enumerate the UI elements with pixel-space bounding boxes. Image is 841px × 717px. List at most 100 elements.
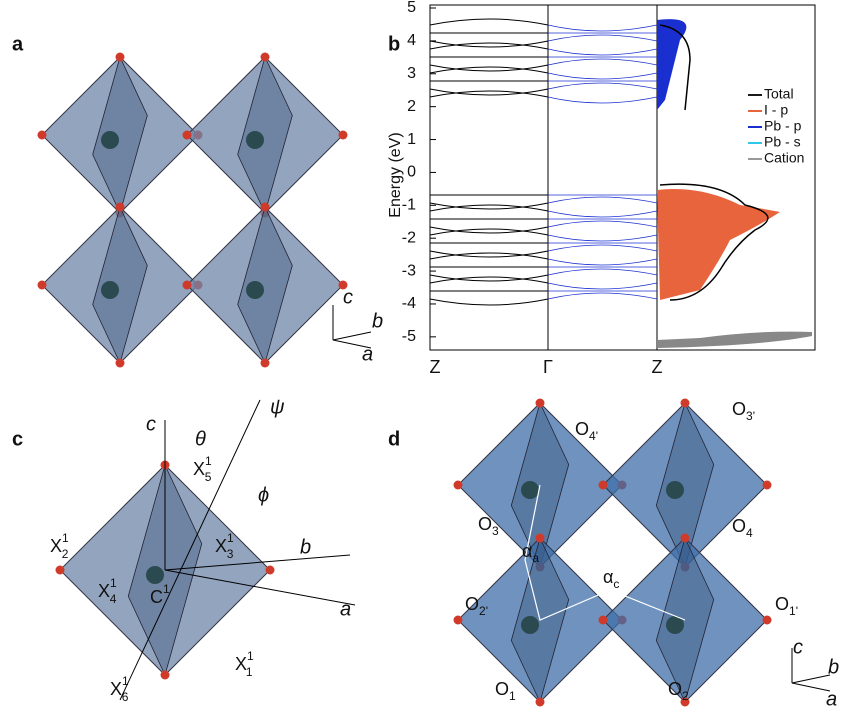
label-base: O [478,514,492,534]
axis-label: a [826,688,837,710]
label-sub: 4 [110,592,117,606]
halide [338,130,348,140]
y-tick-label: -3 [402,262,416,279]
halide [762,480,772,490]
angle-label: ϕ [258,484,269,506]
atom [246,281,264,299]
band [547,72,658,80]
label-sub: 2' [479,604,488,618]
halide [680,533,690,543]
y-tick-label: 5 [407,0,416,16]
label-sub: 1 [246,665,253,679]
atom [146,566,164,584]
atom-label: O2 [668,679,689,703]
legend-label: Cation [764,150,804,166]
y-tick-label: 2 [407,98,416,115]
band [429,276,549,284]
halide [260,52,270,62]
label-sub: 2 [682,689,689,703]
band [547,96,658,104]
halide [37,130,47,140]
axis-label: a [362,343,373,365]
halide [265,565,275,575]
halide [115,52,125,62]
band [429,88,549,96]
halide [260,358,270,368]
label-base: α [522,541,532,561]
x-tick-label: Z [430,357,441,377]
atom-label: O3' [732,399,755,423]
label-sub: c [613,577,619,591]
atom [666,616,684,634]
axis-lines [119,399,356,701]
x-tick-label: Z [652,357,663,377]
atom-label: O3 [478,514,499,538]
label-sub: 6 [122,690,129,704]
halide [160,670,170,680]
legend-label: Total [764,86,794,102]
band [547,48,658,56]
label-base: X [193,459,205,479]
label-base: O [575,419,589,439]
label-sub: a [532,551,539,565]
halide [453,480,463,490]
band [547,220,658,228]
y-tick-label: 0 [407,164,416,181]
band [547,34,658,42]
atom-label: X1 6 [110,674,129,704]
atom-label: O1' [775,594,798,618]
label-sup: 1 [62,531,69,545]
band [547,258,658,266]
atom-label: O2' [465,594,488,618]
dos [657,19,812,348]
band [429,252,549,260]
atom [521,481,539,499]
halide [37,280,47,290]
label-sub: 3 [492,524,499,538]
label-base: O [495,679,509,699]
halide [55,565,65,575]
panel-label: b [388,33,400,55]
label-sup: 1 [247,649,254,663]
axis-arrows [791,648,831,692]
atom-label: X1 4 [98,576,117,606]
angle-label: ψ [270,396,285,418]
label-sub: 5 [205,470,212,484]
halide [680,697,690,707]
alpha-line [524,484,686,621]
band [429,250,549,258]
halide [598,480,608,490]
axis-label: b [300,536,311,558]
axis-label: c [146,413,156,435]
axis-label: c [343,286,353,308]
halide [338,280,348,290]
panel-label: d [388,428,400,450]
band [547,234,658,242]
label-sub: 3' [746,409,755,423]
atom-label: O1 [495,679,516,703]
band [547,58,658,66]
atom [246,131,264,149]
label-sub: 2 [62,547,69,561]
atom-label: O4' [575,419,598,443]
atom-label: X1 5 [193,454,212,484]
atom [101,131,119,149]
band [429,64,549,72]
panel-label: a [12,33,24,55]
legend-label: Pb - p [764,118,802,134]
label-base: C [150,587,163,607]
y-tick-label: -2 [402,229,416,246]
axis-arrows [332,305,372,349]
halide [535,697,545,707]
label-sup: 1 [163,582,170,596]
label-sup: 1 [122,674,129,688]
band [429,298,549,306]
halide [115,202,125,212]
y-tick-label: -1 [402,197,416,214]
label-base: X [215,536,227,556]
label-base: O [732,399,746,419]
band [429,228,549,236]
label-base: X [98,581,110,601]
label-sub: 3 [227,547,234,561]
